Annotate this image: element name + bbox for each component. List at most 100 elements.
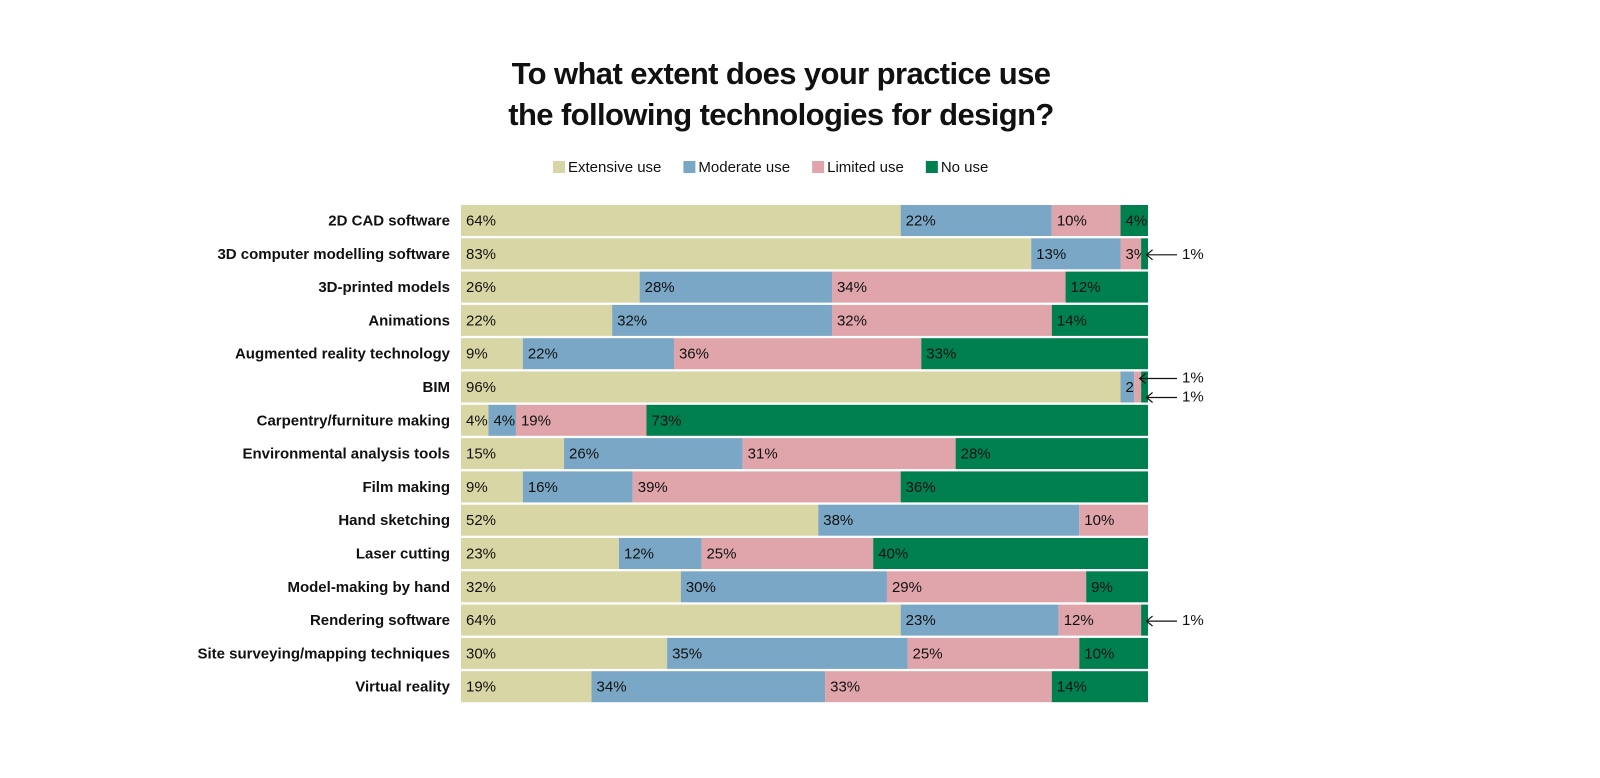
- bar-segment: [488, 404, 516, 436]
- category-label: 3D computer modelling software: [217, 246, 450, 263]
- bar-segment: [1141, 604, 1148, 636]
- bar-segment: [461, 471, 523, 503]
- value-label: 25%: [913, 645, 943, 662]
- bar-segment: [461, 304, 613, 336]
- value-label: 9%: [466, 479, 488, 496]
- value-label: 73%: [651, 412, 681, 429]
- bar-segment: [522, 338, 674, 370]
- value-label: 52%: [466, 512, 496, 529]
- value-label: 4%: [493, 412, 515, 429]
- bar-segment: [646, 404, 1148, 436]
- value-label: 22%: [906, 212, 936, 229]
- value-label: 39%: [638, 479, 668, 496]
- value-label: 22%: [466, 312, 496, 329]
- bar-segment: [461, 338, 523, 370]
- bar-segment: [873, 538, 1148, 569]
- annotation-label: 1%: [1182, 369, 1204, 386]
- value-label: 96%: [466, 379, 496, 396]
- annotation-label: 1%: [1182, 388, 1204, 405]
- value-label: 26%: [466, 279, 496, 296]
- bar-segment: [461, 404, 489, 436]
- value-label: 33%: [830, 679, 860, 696]
- bar-segment: [515, 404, 647, 436]
- category-label: BIM: [423, 379, 451, 396]
- bar-segment: [461, 571, 681, 603]
- bar-segment: [461, 205, 901, 236]
- bar-segment: [900, 205, 1052, 236]
- bar-segment: [1051, 205, 1121, 236]
- bar-segment: [1141, 371, 1148, 403]
- bar-segment: [461, 504, 819, 536]
- value-label: 16%: [528, 479, 558, 496]
- bar-segment: [701, 538, 874, 569]
- value-label: 32%: [466, 579, 496, 596]
- category-label: Laser cutting: [356, 545, 450, 562]
- value-label: 64%: [466, 612, 496, 629]
- bar-segment: [831, 271, 1066, 303]
- value-label: 25%: [706, 545, 736, 562]
- category-label: Hand sketching: [338, 512, 450, 529]
- bar-segment: [632, 471, 901, 503]
- bar-segment: [461, 637, 668, 669]
- value-label: 9%: [466, 346, 488, 363]
- bar-segment: [673, 338, 922, 370]
- value-label: 10%: [1084, 645, 1114, 662]
- category-label: Film making: [362, 479, 450, 496]
- value-label: 35%: [672, 645, 702, 662]
- bar-segment: [1086, 571, 1148, 603]
- value-label: 14%: [1057, 679, 1087, 696]
- bar-segment: [461, 538, 620, 569]
- bar-segment: [1051, 671, 1148, 703]
- value-label: 64%: [466, 212, 496, 229]
- value-label: 9%: [1091, 579, 1113, 596]
- bar-segment: [522, 471, 633, 503]
- value-label: 38%: [823, 512, 853, 529]
- value-label: 40%: [878, 545, 908, 562]
- value-label: 31%: [748, 446, 778, 463]
- value-label: 23%: [466, 545, 496, 562]
- category-label: 3D-printed models: [318, 279, 450, 296]
- bar-segment: [1031, 238, 1121, 270]
- bar-segment: [1134, 371, 1142, 403]
- value-label: 4%: [466, 412, 488, 429]
- bar-segment: [955, 438, 1148, 470]
- category-label: 2D CAD software: [328, 212, 450, 229]
- value-label: 30%: [686, 579, 716, 596]
- bar-segment: [639, 271, 832, 303]
- bar-segment: [461, 238, 1032, 270]
- bar-segment: [667, 637, 908, 669]
- bar-segment: [612, 304, 832, 336]
- bar-segment: [1051, 304, 1148, 336]
- bar-segment: [591, 671, 826, 703]
- bar-segment: [1120, 205, 1148, 236]
- value-label: 32%: [617, 312, 647, 329]
- value-label: 26%: [569, 446, 599, 463]
- bar-segment: [461, 371, 1121, 403]
- value-label: 34%: [837, 279, 867, 296]
- value-label: 36%: [679, 346, 709, 363]
- bar-segment: [461, 671, 592, 703]
- value-label: 83%: [466, 246, 496, 263]
- value-label: 19%: [521, 412, 551, 429]
- category-label: Site surveying/mapping techniques: [197, 645, 450, 662]
- legend-label: No use: [941, 159, 989, 176]
- bar-segment: [886, 571, 1087, 603]
- category-label: Carpentry/furniture making: [257, 412, 450, 429]
- bar-segment: [907, 637, 1080, 669]
- value-label: 19%: [466, 679, 496, 696]
- value-label: 15%: [466, 446, 496, 463]
- bar-segment: [1079, 637, 1148, 669]
- value-label: 12%: [1064, 612, 1094, 629]
- legend-swatch: [553, 161, 565, 173]
- category-label: Model-making by hand: [287, 579, 450, 596]
- bar-segment: [1079, 504, 1148, 536]
- annotation-label: 1%: [1182, 612, 1204, 629]
- bar-segment: [1058, 604, 1142, 636]
- value-label: 33%: [926, 346, 956, 363]
- bar-segment: [680, 571, 887, 603]
- bar-segment: [461, 604, 901, 636]
- bar-segment: [461, 438, 565, 470]
- bar-segment: [742, 438, 956, 470]
- bar-segment: [900, 604, 1059, 636]
